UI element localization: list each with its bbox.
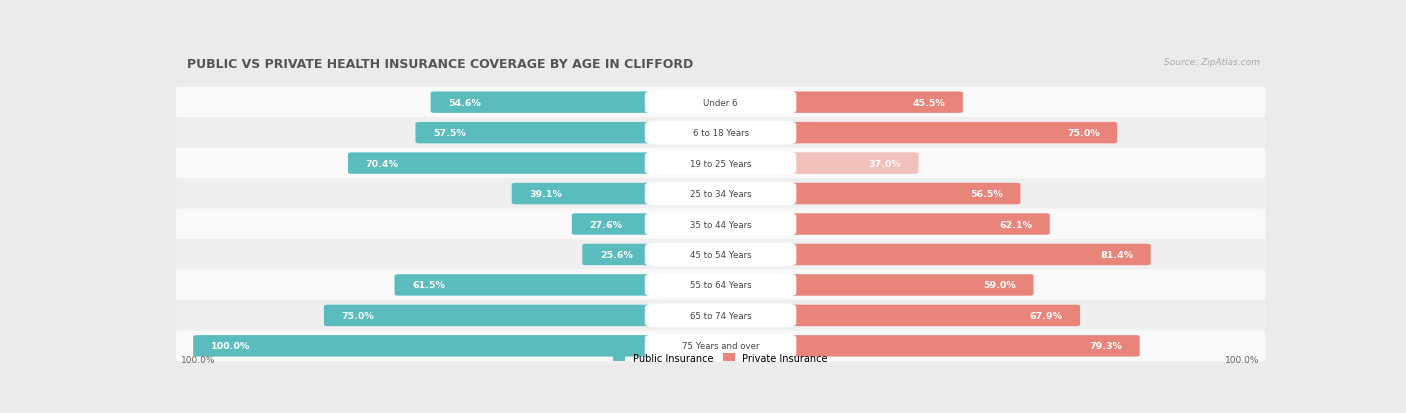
- Text: 6 to 18 Years: 6 to 18 Years: [693, 129, 748, 138]
- FancyBboxPatch shape: [416, 123, 725, 144]
- Text: 67.9%: 67.9%: [1029, 311, 1063, 320]
- FancyBboxPatch shape: [645, 121, 796, 145]
- FancyBboxPatch shape: [645, 91, 796, 115]
- FancyBboxPatch shape: [176, 148, 1265, 179]
- FancyBboxPatch shape: [645, 243, 796, 267]
- FancyBboxPatch shape: [716, 335, 1140, 357]
- FancyBboxPatch shape: [176, 270, 1265, 301]
- FancyBboxPatch shape: [645, 152, 796, 176]
- FancyBboxPatch shape: [716, 153, 918, 174]
- FancyBboxPatch shape: [176, 88, 1265, 119]
- FancyBboxPatch shape: [716, 183, 1021, 205]
- FancyBboxPatch shape: [176, 300, 1265, 331]
- Text: 61.5%: 61.5%: [412, 281, 444, 290]
- Text: Under 6: Under 6: [703, 98, 738, 107]
- Text: 59.0%: 59.0%: [983, 281, 1017, 290]
- FancyBboxPatch shape: [716, 305, 1080, 326]
- FancyBboxPatch shape: [716, 92, 963, 114]
- Text: 75.0%: 75.0%: [1067, 129, 1099, 138]
- Text: 27.6%: 27.6%: [589, 220, 623, 229]
- Text: 100.0%: 100.0%: [211, 342, 250, 351]
- Text: 100.0%: 100.0%: [1226, 356, 1260, 364]
- FancyBboxPatch shape: [645, 213, 796, 236]
- Text: Source: ZipAtlas.com: Source: ZipAtlas.com: [1164, 57, 1260, 66]
- FancyBboxPatch shape: [582, 244, 725, 266]
- FancyBboxPatch shape: [430, 92, 725, 114]
- FancyBboxPatch shape: [716, 275, 1033, 296]
- Text: 45.5%: 45.5%: [912, 98, 945, 107]
- FancyBboxPatch shape: [176, 118, 1265, 149]
- Text: 65 to 74 Years: 65 to 74 Years: [690, 311, 751, 320]
- Text: 25.6%: 25.6%: [600, 250, 633, 259]
- FancyBboxPatch shape: [572, 214, 725, 235]
- FancyBboxPatch shape: [645, 304, 796, 328]
- Text: 57.5%: 57.5%: [433, 129, 465, 138]
- Text: 19 to 25 Years: 19 to 25 Years: [690, 159, 751, 168]
- FancyBboxPatch shape: [176, 330, 1265, 361]
- Text: 56.5%: 56.5%: [970, 190, 1002, 199]
- Text: 54.6%: 54.6%: [449, 98, 481, 107]
- Text: 75.0%: 75.0%: [342, 311, 374, 320]
- FancyBboxPatch shape: [176, 240, 1265, 271]
- FancyBboxPatch shape: [395, 275, 725, 296]
- Text: 45 to 54 Years: 45 to 54 Years: [690, 250, 751, 259]
- Text: 25 to 34 Years: 25 to 34 Years: [690, 190, 751, 199]
- FancyBboxPatch shape: [512, 183, 725, 205]
- Text: 75 Years and over: 75 Years and over: [682, 342, 759, 351]
- Text: 81.4%: 81.4%: [1099, 250, 1133, 259]
- Text: 35 to 44 Years: 35 to 44 Years: [690, 220, 751, 229]
- FancyBboxPatch shape: [645, 334, 796, 358]
- FancyBboxPatch shape: [716, 123, 1118, 144]
- FancyBboxPatch shape: [349, 153, 725, 174]
- Text: 100.0%: 100.0%: [181, 356, 215, 364]
- FancyBboxPatch shape: [176, 178, 1265, 209]
- FancyBboxPatch shape: [645, 182, 796, 206]
- Text: 62.1%: 62.1%: [1000, 220, 1032, 229]
- FancyBboxPatch shape: [176, 209, 1265, 240]
- FancyBboxPatch shape: [323, 305, 725, 326]
- FancyBboxPatch shape: [716, 214, 1050, 235]
- Text: 55 to 64 Years: 55 to 64 Years: [690, 281, 751, 290]
- Text: 79.3%: 79.3%: [1090, 342, 1122, 351]
- Text: 70.4%: 70.4%: [366, 159, 398, 168]
- Text: PUBLIC VS PRIVATE HEALTH INSURANCE COVERAGE BY AGE IN CLIFFORD: PUBLIC VS PRIVATE HEALTH INSURANCE COVER…: [187, 57, 693, 71]
- Legend: Public Insurance, Private Insurance: Public Insurance, Private Insurance: [613, 353, 828, 363]
- FancyBboxPatch shape: [716, 244, 1150, 266]
- Text: 39.1%: 39.1%: [529, 190, 562, 199]
- Text: 37.0%: 37.0%: [869, 159, 901, 168]
- FancyBboxPatch shape: [645, 273, 796, 297]
- FancyBboxPatch shape: [193, 335, 725, 357]
